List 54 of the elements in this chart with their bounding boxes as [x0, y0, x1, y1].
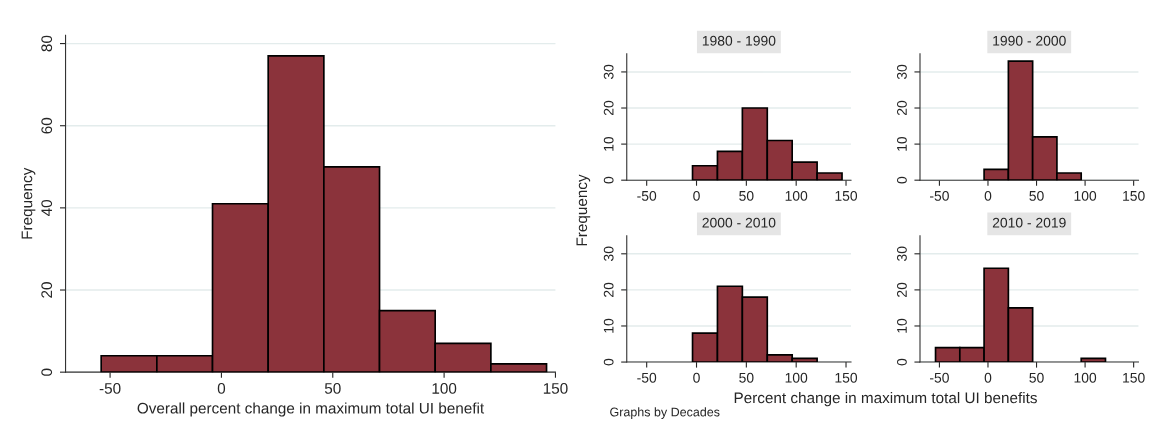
x-tick-label: 150: [835, 372, 858, 383]
x-tick-label: 0: [693, 372, 700, 383]
y-tick-label: 10: [897, 318, 907, 333]
y-tick-label: 0: [603, 358, 614, 366]
y-tick-label: 10: [897, 136, 907, 151]
x-tick-label: 50: [1029, 372, 1044, 383]
chart-title: 1980 - 1990: [702, 35, 776, 46]
x-tick-label: 150: [1123, 190, 1145, 201]
x-tick-label: -50: [930, 190, 949, 201]
x-tick-label: 50: [739, 372, 754, 383]
text: Graphs by Decades: [610, 407, 720, 419]
x-tick-label: -50: [99, 382, 121, 394]
y-tick-label: 20: [897, 282, 907, 297]
chart-title: 2010 - 2019: [992, 217, 1066, 228]
x-tick-label: 150: [1123, 372, 1145, 383]
y-tick-label: 20: [603, 100, 614, 116]
x-tick-label: 100: [432, 382, 457, 394]
y-tick-label: 20: [41, 282, 53, 298]
x-axis-title: Overall percent change in maximum total UI benefit: [137, 402, 485, 417]
x-tick-label: 150: [543, 382, 568, 394]
x-tick-label: 0: [984, 190, 992, 201]
y-tick-label: 30: [897, 64, 907, 80]
x-tick-label: 50: [739, 190, 754, 201]
chart-title: 2000 - 2010: [702, 217, 776, 228]
x-tick-label: 100: [785, 372, 808, 383]
y-tick-label: 0: [897, 176, 907, 184]
x-tick-label: 100: [785, 190, 808, 201]
x-tick-label: -50: [930, 372, 949, 383]
x-tick-label: 0: [217, 382, 226, 394]
x-tick-label: 0: [984, 372, 992, 383]
x-tick-label: -50: [637, 372, 657, 383]
y-tick-label: 10: [603, 318, 614, 333]
y-tick-label: 80: [41, 35, 53, 52]
y-tick-label: 0: [603, 176, 614, 184]
x-axis-title: Percent change in maximum total UI benefits: [734, 392, 1037, 407]
y-tick-label: 30: [603, 64, 614, 80]
y-tick-label: 20: [603, 282, 614, 297]
y-axis-title: Frequency: [21, 167, 36, 239]
x-tick-label: 0: [693, 190, 700, 201]
x-tick-label: 50: [324, 382, 341, 394]
x-tick-label: -50: [637, 190, 657, 201]
y-tick-label: 0: [897, 358, 907, 366]
y-tick-label: 20: [897, 100, 907, 116]
y-tick-label: 10: [603, 136, 614, 151]
x-tick-label: 100: [1074, 372, 1097, 383]
y-axis-title: Frequency: [576, 174, 591, 246]
y-tick-label: 30: [897, 246, 907, 261]
y-tick-label: 60: [41, 117, 53, 134]
x-tick-label: 150: [835, 190, 858, 201]
x-tick-label: 50: [1029, 190, 1044, 201]
chart-title: 1990 - 2000: [993, 35, 1066, 46]
x-tick-label: 100: [1074, 190, 1097, 201]
y-tick-label: 40: [41, 199, 53, 217]
y-tick-label: 30: [603, 246, 614, 261]
